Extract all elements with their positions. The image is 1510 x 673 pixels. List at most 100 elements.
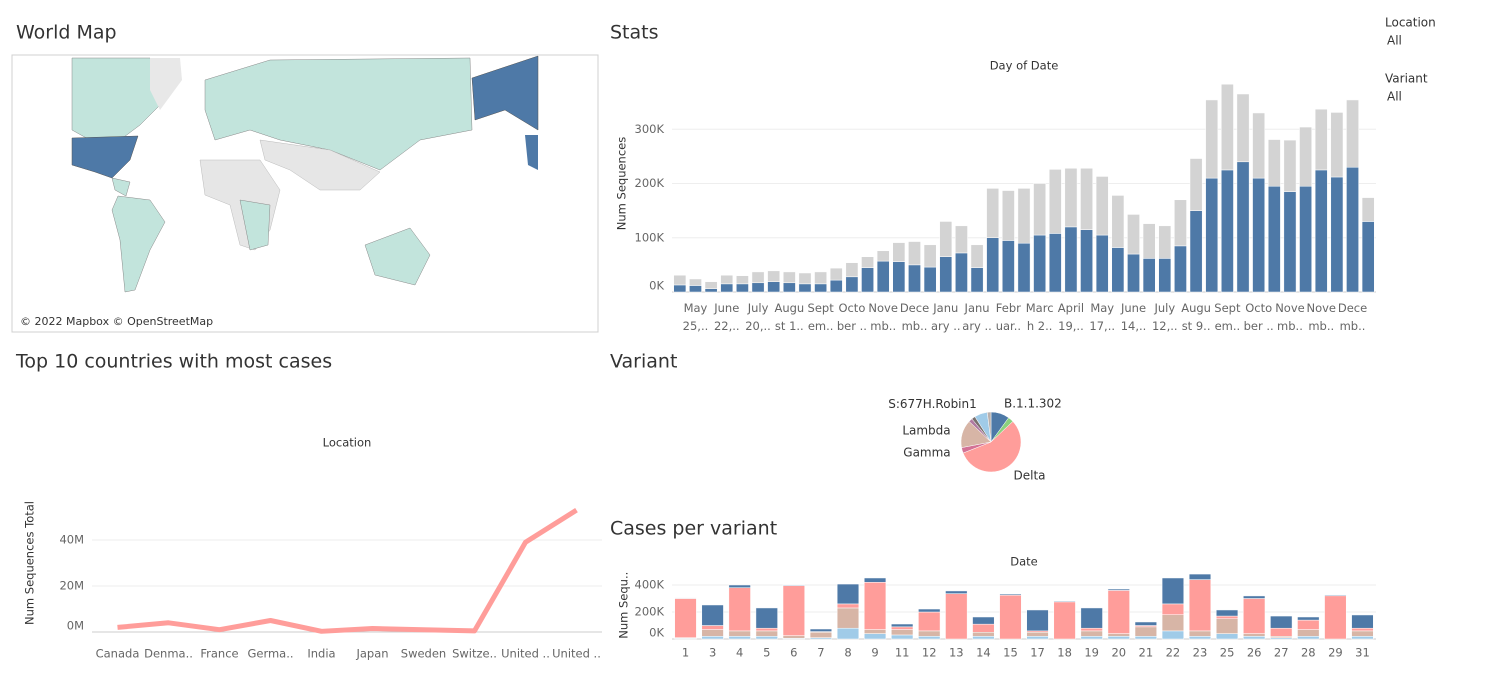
bar-segment [1324, 595, 1347, 640]
bar-segment [1111, 195, 1125, 248]
bar-segment [673, 274, 687, 286]
bar-segment [814, 283, 827, 293]
bar-segment [863, 633, 887, 640]
bar-segment [755, 607, 778, 629]
bar-segment [863, 577, 887, 583]
bar-segment [861, 267, 874, 293]
x-tick-label: Janu ary .. [962, 301, 992, 333]
bar-segment [1107, 636, 1130, 640]
x-tick-label: 11 [895, 646, 910, 660]
x-tick-label: 25 [1220, 646, 1235, 660]
filter-value[interactable]: All [1387, 90, 1402, 104]
bar-segment [1188, 573, 1212, 580]
y-tick-label: 200K [635, 605, 665, 619]
bar-segment [701, 636, 724, 640]
x-tick-label: Nove mb.. [1306, 301, 1336, 333]
pie-slice [962, 421, 1022, 473]
bar-segment [782, 585, 805, 636]
pie-label: Delta [1014, 468, 1046, 482]
x-tick-label: Denma.. [144, 647, 193, 661]
bar-segment [751, 271, 765, 284]
bar-segment [1283, 139, 1297, 192]
bar-segment [1161, 614, 1185, 632]
bar-segment [1033, 183, 1046, 236]
x-tick-label: Sweden [401, 647, 446, 661]
bar-segment [891, 629, 914, 636]
bar-segment [1080, 168, 1093, 230]
bar-segment [1236, 161, 1250, 293]
x-tick-label: June 14,.. [1120, 301, 1146, 333]
bar-segment [972, 632, 995, 637]
axis-title: Day of Date [990, 59, 1059, 73]
bar-segment [1188, 636, 1212, 640]
x-tick-label: 4 [736, 646, 743, 660]
x-tick-label: 1 [682, 646, 689, 660]
bar-segment [1107, 633, 1130, 637]
map-land [259, 139, 381, 191]
bar-segment [1142, 258, 1156, 293]
bar-segment [861, 256, 874, 268]
bar-segment [701, 604, 724, 626]
bar-segment [1048, 169, 1062, 234]
map-land [150, 58, 182, 110]
bar-segment [845, 262, 859, 278]
x-tick-label: Sept em.. [1214, 301, 1241, 333]
bar-segment [1080, 229, 1093, 293]
bar-segment [970, 244, 984, 268]
bar-segment [1095, 234, 1109, 293]
bar-segment [1215, 609, 1239, 617]
bar-segment [918, 630, 941, 637]
section-title: World Map [16, 22, 117, 44]
x-tick-label: Octo ber .. [1244, 301, 1274, 333]
bar-segment [1134, 626, 1157, 637]
bar-segment [1026, 632, 1049, 637]
map-land [204, 57, 473, 171]
bar-segment [1080, 607, 1103, 629]
bar-segment [923, 244, 937, 268]
axis-title: Date [1010, 555, 1038, 569]
y-tick-label: 0M [67, 619, 84, 633]
x-tick-label: 15 [1003, 646, 1018, 660]
x-tick-label: Nove mb.. [1275, 301, 1305, 333]
bar-segment [1134, 636, 1157, 640]
bar-segment [986, 188, 1000, 239]
bar-segment [1174, 199, 1187, 247]
filter-value[interactable]: All [1387, 34, 1402, 48]
bar-segment [1270, 615, 1293, 629]
pie-label: B.1.1.302 [1004, 396, 1062, 410]
bar-segment [1107, 590, 1130, 634]
x-tick-label: 20 [1111, 646, 1126, 660]
bar-segment [1346, 166, 1359, 293]
bar-segment [999, 593, 1022, 596]
x-tick-label: Japan [355, 647, 388, 661]
bar-segment [939, 221, 953, 257]
bar-segment [955, 225, 968, 254]
section-title: Stats [610, 22, 659, 44]
map-land [111, 177, 131, 197]
world-map[interactable]: © 2022 Mapbox © OpenStreetMap [11, 54, 599, 333]
x-tick-label: 19 [1084, 646, 1099, 660]
bar-segment [908, 241, 921, 266]
bar-segment [809, 628, 833, 632]
bar-segment [1297, 636, 1320, 640]
bar-segment [814, 271, 827, 285]
bar-segment [1215, 633, 1239, 640]
y-tick-label: 300K [635, 122, 665, 136]
bar-segment [939, 256, 953, 293]
bar-segment [1161, 630, 1185, 640]
bar-segment [1205, 177, 1219, 293]
x-tick-label: July 12,.. [1152, 301, 1178, 333]
x-tick-label: Augu st 1.. [774, 301, 804, 333]
x-tick-label: Febr uar.. [996, 301, 1021, 333]
bar-segment [674, 597, 697, 599]
bar-segment [945, 590, 968, 594]
bar-segment [1243, 595, 1266, 599]
bar-segment [1064, 226, 1078, 293]
map-credit: © 2022 Mapbox © OpenStreetMap [20, 315, 213, 328]
bar-segment [1189, 158, 1203, 211]
bar-segment [751, 282, 765, 293]
bar-segment [1158, 258, 1172, 293]
bar-segment [918, 636, 941, 640]
bar-segment [1314, 169, 1328, 293]
x-tick-label: Nove mb.. [868, 301, 898, 333]
